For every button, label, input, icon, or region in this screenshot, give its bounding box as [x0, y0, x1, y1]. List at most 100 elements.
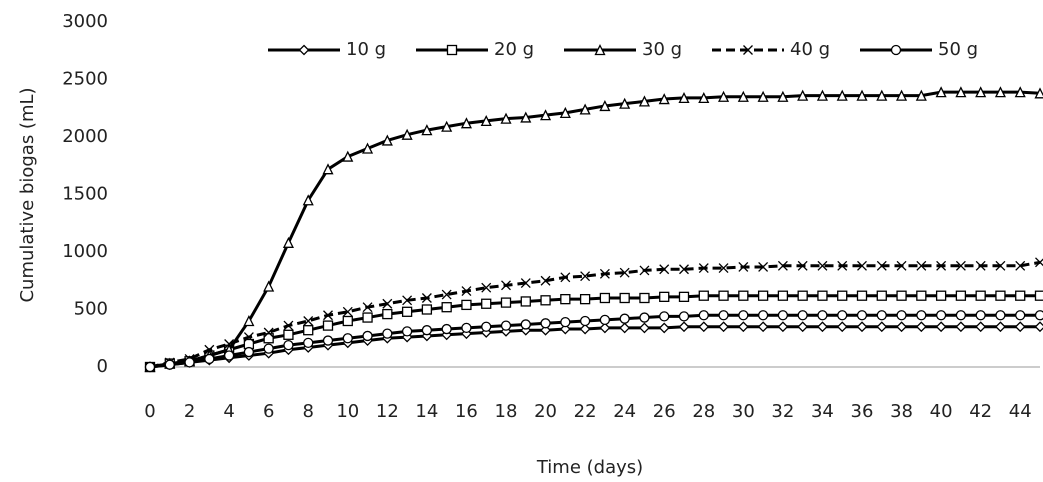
series-line [149, 294, 1040, 369]
marker [1035, 257, 1043, 268]
marker [698, 263, 709, 274]
x-tick-label: 42 [969, 401, 992, 422]
marker [738, 290, 749, 301]
marker [421, 124, 433, 136]
marker [896, 310, 907, 321]
marker [594, 44, 606, 56]
marker [936, 260, 947, 271]
series [144, 310, 1043, 373]
marker [777, 310, 789, 321]
marker [896, 260, 907, 271]
marker [876, 321, 888, 333]
series-line [149, 260, 1041, 369]
marker [520, 296, 531, 307]
marker [500, 112, 512, 124]
marker [500, 297, 512, 308]
marker [599, 314, 611, 326]
x-tick-label: 26 [653, 401, 676, 422]
marker [283, 339, 294, 351]
marker [698, 321, 710, 333]
x-tick-label: 34 [811, 401, 834, 422]
marker [599, 322, 611, 334]
marker [837, 290, 848, 301]
marker [481, 298, 492, 309]
marker [718, 310, 729, 321]
marker [382, 308, 393, 320]
marker [658, 93, 670, 105]
x-tick-label: 16 [455, 401, 478, 422]
marker [579, 323, 591, 335]
marker [520, 111, 532, 123]
marker [362, 302, 373, 313]
x-tick-label: 10 [336, 401, 359, 422]
marker [501, 280, 511, 291]
x-tick-label: 2 [184, 401, 195, 422]
marker [639, 265, 650, 276]
legend-label: 20 g [494, 39, 534, 60]
marker [263, 343, 274, 354]
marker [856, 89, 868, 101]
x-tick-label: 6 [263, 401, 274, 422]
series-line [149, 325, 1040, 369]
marker [500, 320, 512, 331]
marker [342, 306, 353, 317]
marker [362, 142, 374, 154]
marker [757, 290, 769, 301]
marker [975, 260, 986, 271]
marker [540, 324, 551, 336]
marker [204, 344, 215, 355]
marker [1015, 290, 1026, 301]
x-tick-label: 22 [574, 401, 597, 422]
marker [401, 128, 413, 140]
marker [1034, 87, 1043, 99]
marker [401, 326, 413, 337]
marker [995, 321, 1006, 333]
marker [223, 350, 235, 361]
marker [738, 310, 749, 321]
marker [777, 90, 789, 102]
marker [481, 321, 492, 332]
marker [678, 291, 690, 303]
marker [836, 321, 848, 333]
x-tick-label: 20 [534, 401, 557, 422]
marker [955, 260, 966, 271]
marker [797, 89, 809, 101]
marker [579, 293, 591, 305]
marker [342, 333, 353, 344]
marker [401, 306, 413, 317]
marker [184, 357, 195, 368]
marker [718, 321, 729, 333]
x-tick-label: 12 [376, 401, 399, 422]
marker [718, 290, 729, 301]
legend-entry: 30 g [564, 39, 682, 60]
x-tick-label: 30 [732, 401, 755, 422]
marker [1014, 321, 1026, 333]
y-tick-label: 3000 [62, 11, 108, 32]
marker [540, 318, 551, 329]
marker [599, 268, 610, 279]
marker [995, 260, 1006, 271]
x-tick-label: 32 [771, 401, 794, 422]
x-tick-label: 8 [302, 401, 313, 422]
marker [935, 321, 947, 333]
marker [619, 292, 630, 304]
marker [579, 315, 591, 327]
marker [619, 313, 630, 324]
marker [916, 290, 927, 301]
legend-entry: 40 g [712, 39, 830, 60]
x-tick-label: 24 [613, 401, 636, 422]
marker [263, 327, 274, 338]
marker [915, 89, 927, 101]
marker [658, 322, 670, 334]
marker [797, 310, 808, 321]
marker [757, 310, 769, 321]
marker [955, 86, 967, 98]
marker [817, 290, 828, 301]
marker [738, 261, 749, 272]
marker [817, 260, 828, 271]
marker [323, 310, 333, 321]
marker [243, 332, 254, 343]
marker [560, 272, 571, 283]
marker [144, 361, 156, 373]
